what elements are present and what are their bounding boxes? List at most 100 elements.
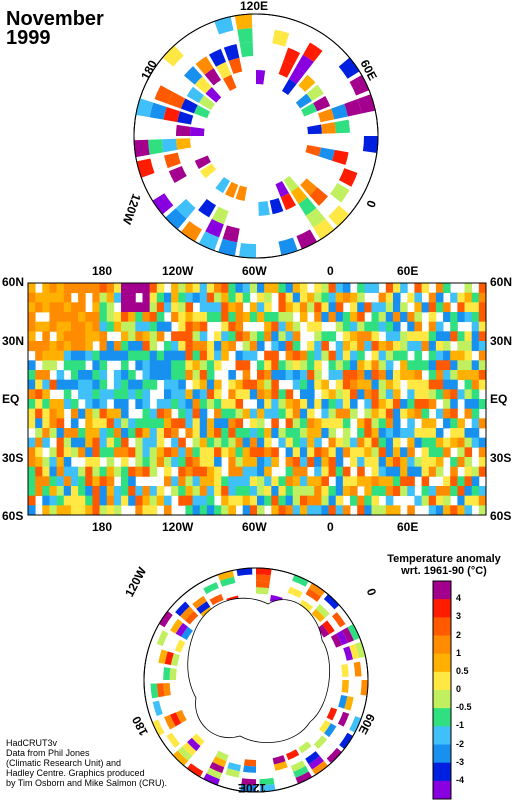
map-cell: [63, 302, 72, 313]
lat-label-right-30s: 30S: [490, 451, 512, 465]
map-cell: [206, 350, 215, 361]
map-cell: [299, 457, 308, 468]
map-cell: [314, 370, 322, 381]
credits-line1: HadCRUT3v: [6, 738, 58, 748]
map-cell: [342, 321, 351, 332]
map-cell: [400, 312, 408, 323]
map-cell: [264, 447, 272, 458]
map-cell: [70, 505, 79, 516]
map-cell: [206, 302, 215, 313]
map-title: November 1999: [6, 9, 104, 48]
south-polar-map-cell: [164, 651, 174, 665]
map-cell: [471, 399, 480, 410]
map-cell: [342, 408, 351, 419]
map-cell: [192, 312, 201, 323]
map-cell: [342, 399, 351, 410]
map-cell: [328, 312, 337, 323]
map-cell: [63, 312, 72, 323]
map-cell: [192, 486, 201, 497]
map-cell: [163, 350, 172, 361]
map-cell: [264, 292, 272, 303]
map-cell: [49, 466, 58, 477]
map-cell: [249, 341, 258, 352]
map-cell: [299, 360, 308, 371]
map-cell: [106, 428, 115, 439]
map-cell: [163, 457, 172, 468]
map-cell: [178, 302, 186, 313]
map-cell: [307, 437, 315, 448]
south-polar-map-cell: [256, 574, 271, 582]
map-cell: [35, 428, 43, 439]
map-cell: [335, 302, 344, 313]
map-cell: [214, 379, 222, 390]
map-cell: [214, 447, 222, 458]
map-cell: [471, 292, 480, 303]
map-cell: [392, 486, 401, 497]
south-polar-map-cell: [349, 643, 360, 660]
map-cell: [257, 457, 265, 468]
map-cell: [271, 418, 279, 429]
north-polar-map-cell: [296, 54, 314, 73]
map-cell: [357, 476, 365, 487]
map-cell: [350, 437, 358, 448]
map-cell: [264, 302, 272, 313]
map-cell: [192, 418, 201, 429]
map-cell: [378, 399, 387, 410]
map-cell: [63, 476, 72, 487]
map-cell: [421, 486, 430, 497]
map-cell: [342, 350, 351, 361]
map-cell: [121, 302, 129, 313]
map-cell: [443, 302, 451, 313]
map-cell: [28, 360, 36, 371]
map-cell: [49, 341, 58, 352]
map-cell: [264, 283, 272, 294]
south-polar-map-cell: [156, 683, 165, 698]
map-cell: [450, 331, 458, 342]
map-cell: [63, 292, 72, 303]
map-cell: [206, 418, 215, 429]
map-cell: [142, 486, 151, 497]
map-cell: [414, 495, 422, 506]
map-cell: [371, 302, 380, 313]
map-cell: [185, 408, 193, 419]
map-cell: [206, 466, 215, 477]
map-cell: [350, 486, 358, 497]
map-cell: [378, 418, 387, 429]
map-cell: [350, 370, 358, 381]
map-cell: [450, 486, 458, 497]
credits: HadCRUT3v Data from Phil Jones (Climatic…: [6, 738, 167, 788]
north-polar-map-cell: [215, 176, 230, 194]
map-cell: [392, 370, 401, 381]
map-cell: [135, 399, 143, 410]
south-polar-map-cell: [169, 667, 177, 680]
map-cell: [242, 360, 251, 371]
map-cell: [428, 399, 437, 410]
map-cell: [221, 428, 229, 439]
map-cell: [242, 505, 251, 516]
map-cell: [371, 408, 380, 419]
map-cell: [314, 312, 322, 323]
legend-swatch: [433, 762, 451, 782]
map-cell: [371, 379, 380, 390]
map-cell: [450, 399, 458, 410]
map-cell: [335, 408, 344, 419]
map-cell: [199, 505, 208, 516]
map-cell: [199, 360, 208, 371]
map-cell: [121, 418, 129, 429]
map-cell: [342, 476, 351, 487]
lon-label-top-0: 0: [327, 264, 334, 278]
map-cell: [292, 321, 301, 332]
map-cell: [156, 428, 165, 439]
legend-swatch: [433, 653, 451, 673]
south-polar-map-cell: [293, 765, 309, 778]
north-polar-map-cell: [278, 237, 298, 256]
map-cell: [342, 437, 351, 448]
legend-swatch: [433, 780, 451, 800]
map-cell: [378, 389, 387, 400]
map-cell: [221, 350, 229, 361]
map-cell: [299, 447, 308, 458]
map-cell: [228, 408, 236, 419]
map-cell: [435, 321, 444, 332]
south-polar-map-cell: [219, 576, 236, 587]
map-cell: [392, 302, 401, 313]
